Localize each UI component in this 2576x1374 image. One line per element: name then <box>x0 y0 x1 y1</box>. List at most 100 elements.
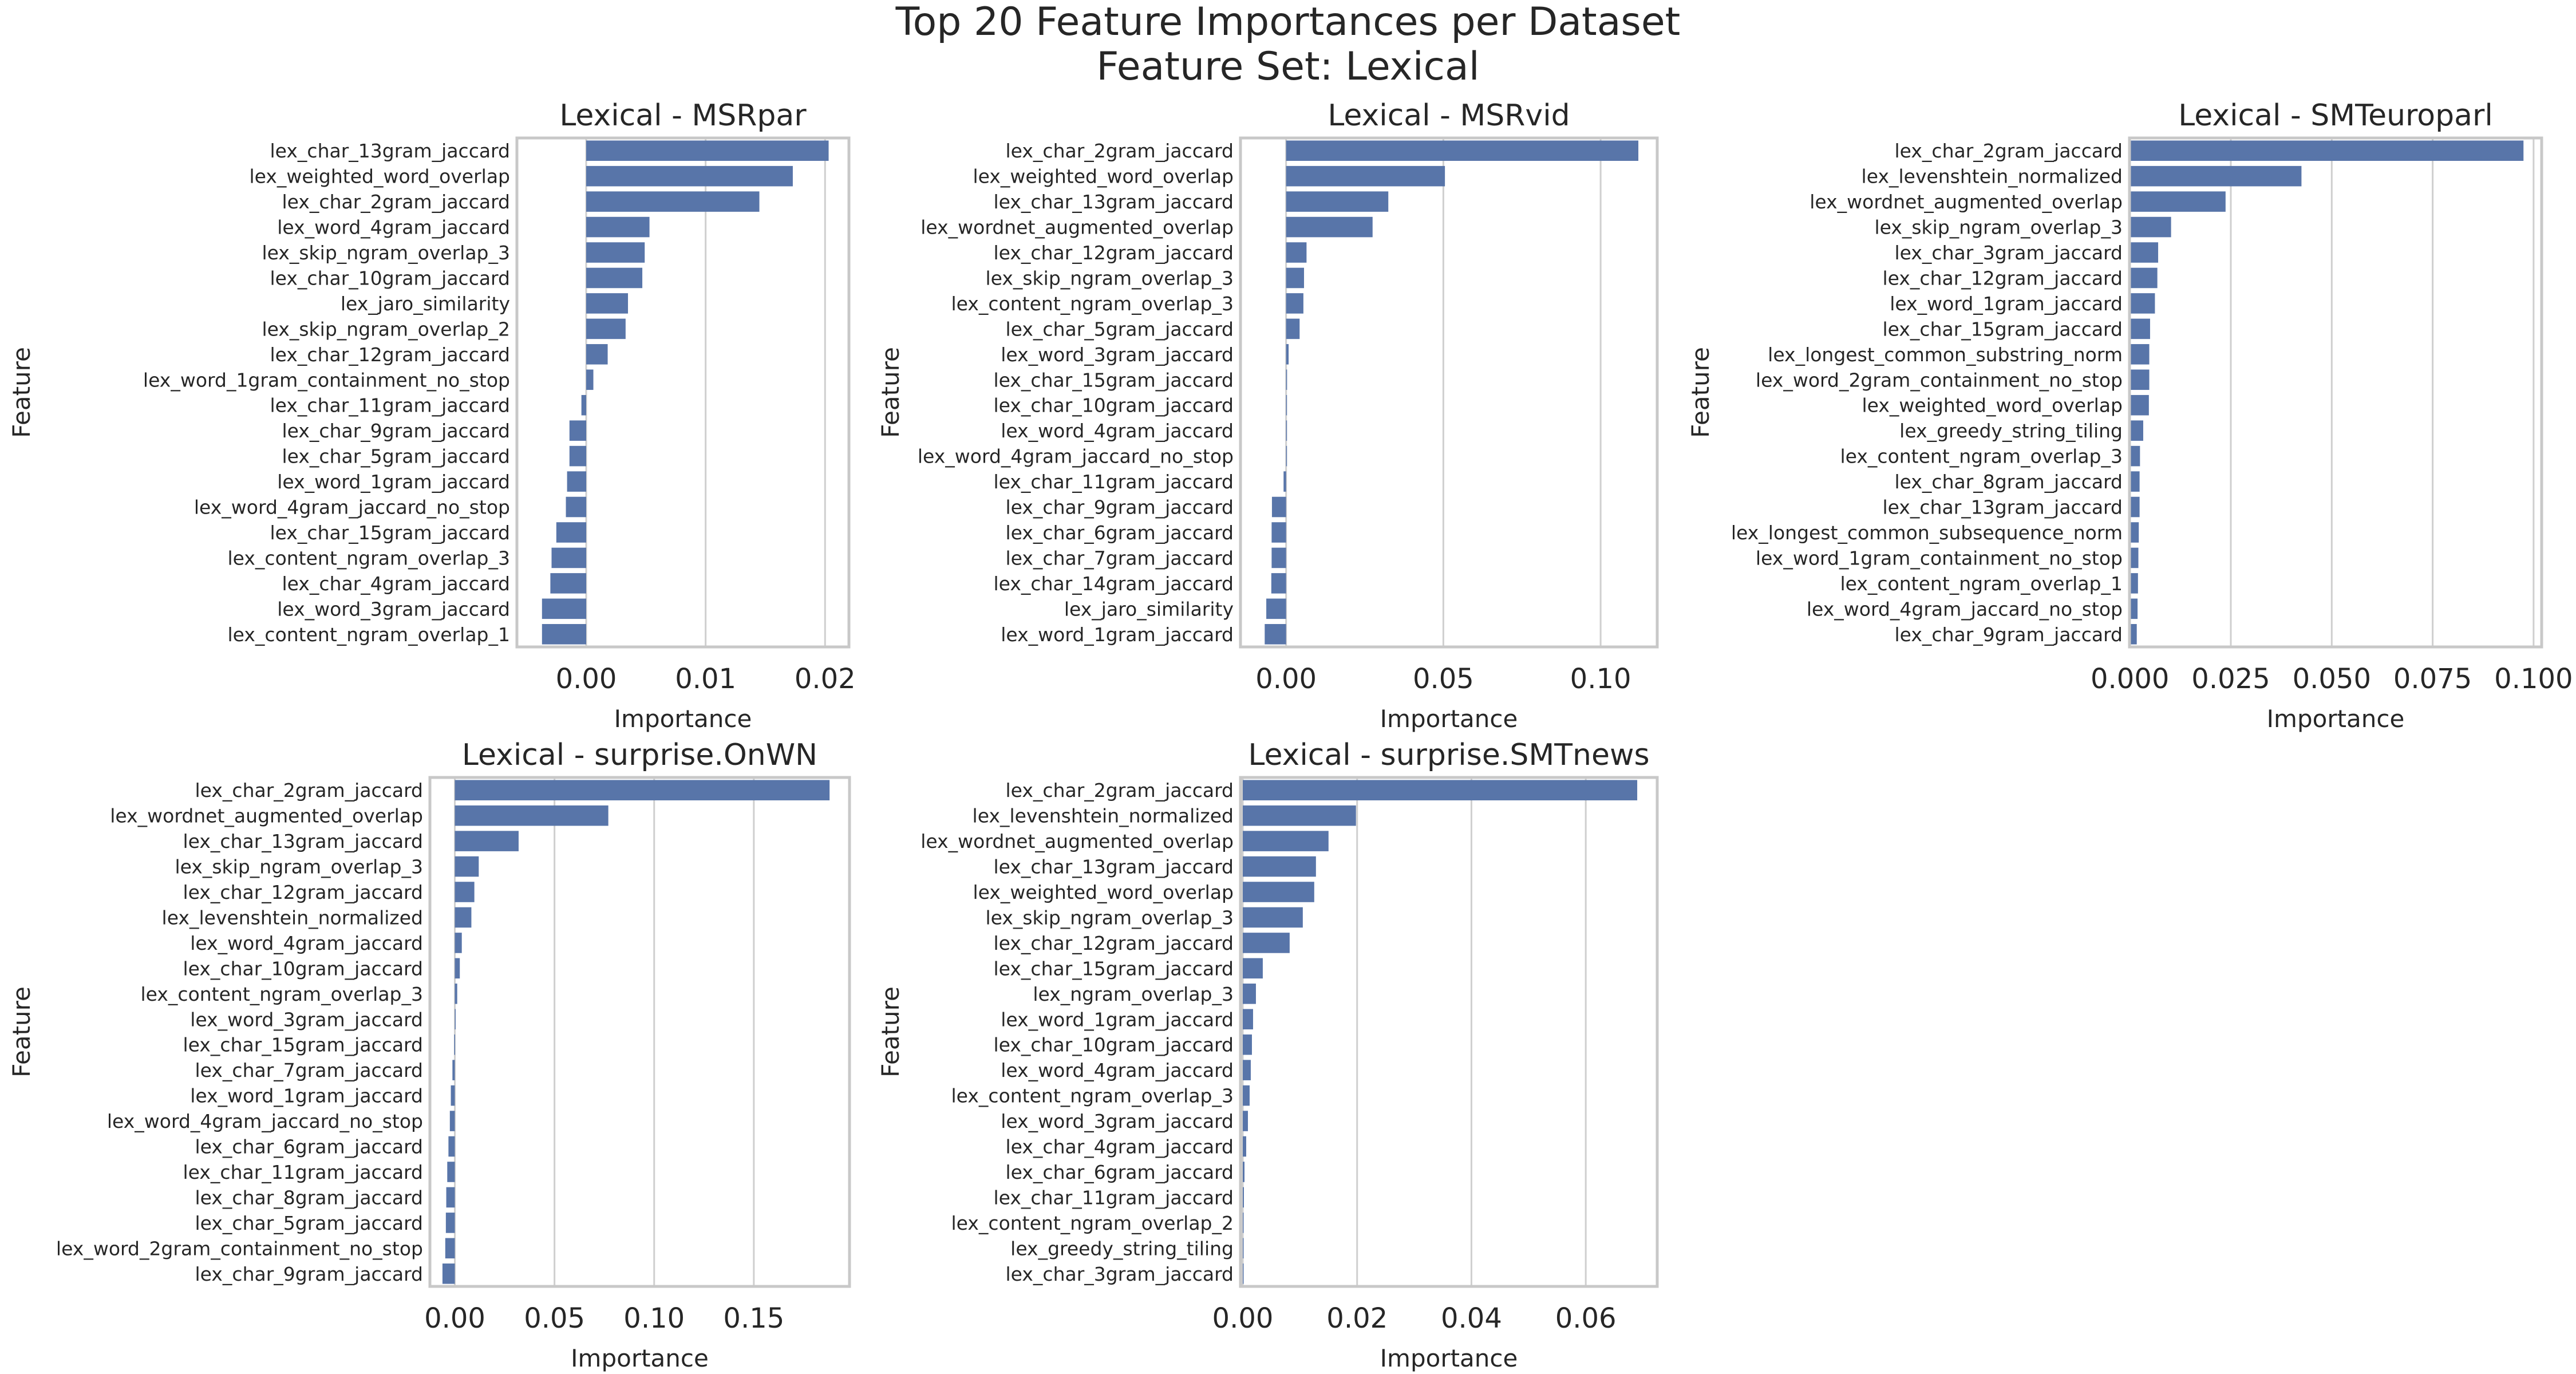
bar <box>1242 1111 1248 1131</box>
bar <box>1271 573 1286 594</box>
x-tick-label: 0.00 <box>1212 1302 1274 1334</box>
x-tick-label: 0.00 <box>556 663 617 695</box>
bar <box>2129 394 2149 416</box>
y-tick-label: lex_char_12gram_jaccard <box>1883 267 2123 289</box>
bar <box>586 267 643 289</box>
y-tick-label: lex_char_2gram_jaccard <box>1895 140 2123 162</box>
x-tick-label: 0.04 <box>1441 1302 1502 1334</box>
bar <box>455 958 460 979</box>
y-tick-label: lex_greedy_string_tiling <box>1010 1237 1234 1260</box>
y-tick-label: lex_char_9gram_jaccard <box>1006 496 1234 519</box>
x-tick-label: 0.02 <box>1326 1302 1388 1334</box>
bar <box>1242 856 1316 877</box>
y-tick-label: lex_wordnet_augmented_overlap <box>1809 191 2123 213</box>
y-axis-label: Feature <box>7 986 35 1077</box>
bar <box>2129 318 2150 339</box>
bar <box>455 805 609 826</box>
bar <box>1242 1085 1250 1106</box>
bar <box>1286 318 1300 339</box>
bar <box>1286 216 1373 238</box>
y-tick-label: lex_char_9gram_jaccard <box>282 420 510 442</box>
bar <box>2129 344 2150 365</box>
bar <box>2129 242 2159 263</box>
y-tick-label: lex_word_4gram_jaccard <box>190 932 423 954</box>
bar <box>445 1238 455 1259</box>
bar <box>1283 471 1286 492</box>
bar <box>1271 522 1286 543</box>
y-tick-label: lex_char_6gram_jaccard <box>1006 1161 1234 1183</box>
y-tick-label: lex_char_12gram_jaccard <box>270 344 510 366</box>
panel-title: Lexical - SMTeuroparl <box>2178 98 2493 133</box>
y-tick-label: lex_word_4gram_jaccard_no_stop <box>1807 598 2123 620</box>
bar <box>1242 1009 1253 1030</box>
y-tick-label: lex_word_1gram_jaccard <box>190 1085 423 1107</box>
bar <box>1286 267 1304 289</box>
y-tick-label: lex_word_4gram_jaccard <box>1001 1059 1234 1081</box>
y-tick-label: lex_word_3gram_jaccard <box>277 598 510 620</box>
bar <box>556 522 587 543</box>
y-tick-label: lex_word_4gram_jaccard_no_stop <box>194 496 510 519</box>
bar <box>1242 1238 1244 1259</box>
bar <box>455 780 830 801</box>
bar <box>1242 831 1329 851</box>
x-axis-label: Importance <box>571 1344 709 1372</box>
bar <box>2129 598 2138 619</box>
y-tick-label: lex_char_7gram_jaccard <box>1006 547 1234 569</box>
bar <box>586 165 793 187</box>
bar <box>1242 984 1256 1004</box>
bar <box>454 1034 455 1055</box>
x-tick-label: 0.10 <box>1570 663 1631 695</box>
y-tick-label: lex_char_11gram_jaccard <box>994 471 1234 493</box>
y-axis-label: Feature <box>876 986 904 1077</box>
bar <box>1286 394 1287 416</box>
y-tick-label: lex_content_ngram_overlap_3 <box>951 293 1234 315</box>
y-tick-label: lex_weighted_word_overlap <box>973 881 1234 903</box>
x-tick-label: 0.075 <box>2393 663 2472 695</box>
y-tick-label: lex_char_11gram_jaccard <box>994 1186 1234 1209</box>
bar <box>2129 445 2140 467</box>
y-tick-label: lex_char_6gram_jaccard <box>195 1136 423 1158</box>
y-axis-label: Feature <box>876 347 904 438</box>
y-tick-label: lex_char_13gram_jaccard <box>270 140 510 162</box>
bar <box>542 623 587 645</box>
bar <box>586 242 645 263</box>
y-tick-label: lex_greedy_string_tiling <box>1899 420 2123 442</box>
bar <box>1286 344 1289 365</box>
y-tick-label: lex_word_4gram_jaccard <box>1001 420 1234 442</box>
bar <box>1286 420 1287 441</box>
bar <box>566 496 587 518</box>
bar <box>1265 623 1286 645</box>
x-axis-label: Importance <box>2267 705 2405 733</box>
bar <box>567 471 587 492</box>
x-tick-label: 0.05 <box>1413 663 1474 695</box>
bar <box>569 420 587 441</box>
bar <box>586 369 594 390</box>
y-tick-label: lex_word_3gram_jaccard <box>190 1008 423 1030</box>
y-tick-label: lex_char_11gram_jaccard <box>270 394 510 417</box>
y-tick-label: lex_ngram_overlap_3 <box>1033 983 1234 1005</box>
bar <box>455 856 479 877</box>
y-tick-label: lex_longest_common_subsequence_norm <box>1731 522 2123 544</box>
bar <box>455 984 457 1004</box>
y-tick-label: lex_weighted_word_overlap <box>250 165 510 188</box>
y-tick-label: lex_skip_ngram_overlap_3 <box>985 906 1234 929</box>
bar <box>1286 369 1287 390</box>
x-tick-label: 0.100 <box>2494 663 2573 695</box>
bar <box>2129 547 2139 568</box>
bar <box>1286 191 1389 212</box>
y-tick-label: lex_word_3gram_jaccard <box>1001 1110 1234 1132</box>
bar <box>1242 907 1303 928</box>
bar <box>1286 165 1445 187</box>
y-tick-label: lex_char_15gram_jaccard <box>994 957 1234 980</box>
bar <box>586 344 608 365</box>
x-tick-label: 0.05 <box>524 1302 585 1334</box>
y-tick-label: lex_word_1gram_jaccard <box>277 471 510 493</box>
y-tick-label: lex_content_ngram_overlap_1 <box>228 623 511 646</box>
y-tick-label: lex_word_1gram_containment_no_stop <box>143 369 510 391</box>
y-tick-label: lex_content_ngram_overlap_3 <box>1840 445 2123 468</box>
bar <box>455 882 475 902</box>
y-tick-label: lex_char_12gram_jaccard <box>994 932 1234 954</box>
x-tick-label: 0.15 <box>723 1302 784 1334</box>
y-tick-label: lex_levenshtein_normalized <box>1862 165 2123 188</box>
y-tick-label: lex_char_3gram_jaccard <box>1006 1263 1234 1285</box>
